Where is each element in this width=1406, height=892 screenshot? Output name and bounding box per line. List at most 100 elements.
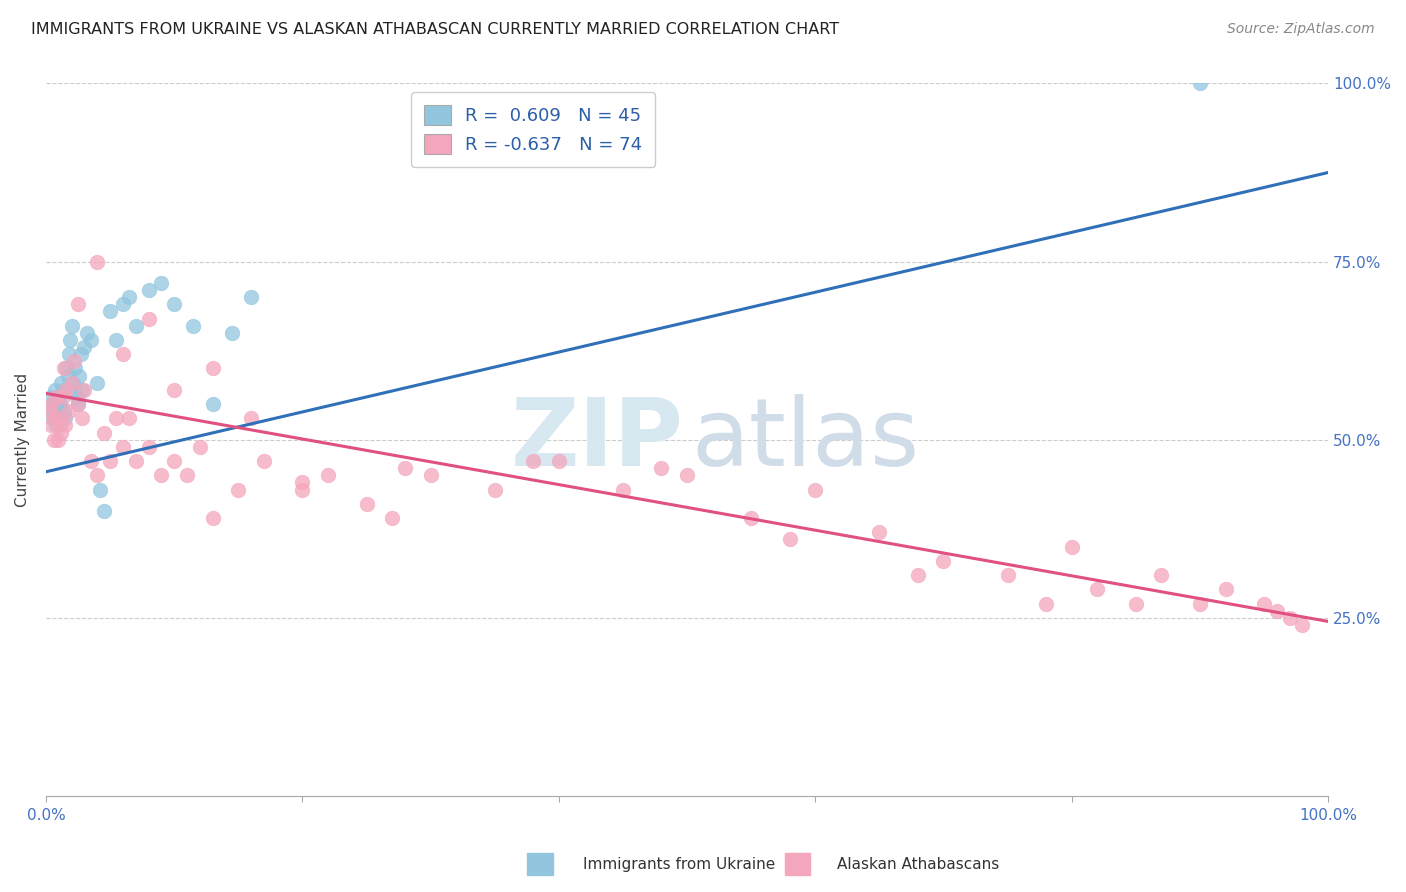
Point: [111, 297, 134, 311]
Point: [63, 354, 86, 368]
Point: [67, 368, 90, 383]
Point: [291, 475, 314, 490]
Point: [118, 411, 141, 425]
Point: [1278, 611, 1301, 625]
Point: [1291, 618, 1313, 632]
Point: [522, 454, 544, 468]
Point: [1125, 597, 1147, 611]
Point: [125, 318, 148, 333]
Point: [150, 468, 173, 483]
Point: [51, 376, 73, 390]
Text: Immigrants from Ukraine: Immigrants from Ukraine: [583, 857, 776, 872]
Point: [868, 525, 890, 540]
Point: [66, 390, 89, 404]
Point: [65, 361, 87, 376]
Text: atlas: atlas: [690, 393, 920, 486]
Point: [58, 404, 80, 418]
Point: [93, 504, 115, 518]
Point: [58, 347, 80, 361]
Point: [48, 411, 70, 425]
Point: [650, 461, 672, 475]
Point: [70, 383, 93, 397]
Point: [49, 397, 72, 411]
Point: [183, 318, 205, 333]
Point: [63, 383, 86, 397]
Point: [138, 283, 160, 297]
Point: [356, 497, 378, 511]
Point: [176, 468, 198, 483]
Point: [547, 454, 569, 468]
Point: [163, 383, 186, 397]
Point: [48, 390, 70, 404]
Point: [163, 454, 186, 468]
Point: [41, 397, 63, 411]
Point: [1265, 604, 1288, 618]
Text: Alaskan Athabascans: Alaskan Athabascans: [837, 857, 998, 872]
Point: [419, 468, 441, 483]
Point: [1215, 582, 1237, 597]
Point: [226, 483, 249, 497]
Point: [394, 461, 416, 475]
Point: [70, 411, 93, 425]
Text: Source: ZipAtlas.com: Source: ZipAtlas.com: [1227, 22, 1375, 37]
Point: [612, 483, 634, 497]
Point: [45, 418, 67, 433]
Point: [105, 333, 128, 347]
Point: [150, 276, 173, 290]
Point: [105, 411, 128, 425]
Y-axis label: Currently Married: Currently Married: [15, 373, 30, 507]
Point: [125, 454, 148, 468]
Point: [62, 376, 84, 390]
Point: [997, 568, 1019, 582]
Point: [1188, 77, 1211, 91]
Point: [80, 333, 103, 347]
Point: [1253, 597, 1275, 611]
Point: [66, 397, 89, 411]
Point: [163, 297, 186, 311]
Point: [38, 404, 60, 418]
Point: [676, 468, 699, 483]
Point: [52, 404, 75, 418]
Point: [69, 347, 91, 361]
Point: [138, 311, 160, 326]
Point: [240, 411, 263, 425]
Point: [66, 397, 89, 411]
Point: [49, 418, 72, 433]
Point: [89, 483, 111, 497]
Point: [1150, 568, 1173, 582]
Point: [201, 361, 224, 376]
Point: [1188, 597, 1211, 611]
Point: [932, 554, 955, 568]
Point: [221, 326, 243, 340]
Point: [38, 404, 60, 418]
Point: [39, 418, 62, 433]
Point: [86, 468, 108, 483]
Point: [66, 297, 89, 311]
Point: [53, 411, 76, 425]
Point: [907, 568, 929, 582]
Point: [779, 533, 801, 547]
Point: [740, 511, 762, 525]
Point: [86, 376, 108, 390]
Point: [484, 483, 506, 497]
Point: [52, 383, 75, 397]
Point: [46, 404, 69, 418]
Point: [41, 411, 63, 425]
Point: [52, 361, 75, 376]
Point: [201, 511, 224, 525]
Point: [253, 454, 276, 468]
Point: [45, 390, 67, 404]
Point: [44, 383, 66, 397]
Point: [44, 411, 66, 425]
Point: [381, 511, 404, 525]
Point: [76, 326, 98, 340]
Legend: R =  0.609   N = 45, R = -0.637   N = 74: R = 0.609 N = 45, R = -0.637 N = 74: [411, 93, 655, 167]
Text: ZIP: ZIP: [510, 393, 683, 486]
Text: IMMIGRANTS FROM UKRAINE VS ALASKAN ATHABASCAN CURRENTLY MARRIED CORRELATION CHAR: IMMIGRANTS FROM UKRAINE VS ALASKAN ATHAB…: [31, 22, 839, 37]
Point: [86, 254, 108, 268]
Point: [98, 454, 121, 468]
Point: [60, 318, 83, 333]
Point: [201, 397, 224, 411]
Point: [1060, 540, 1083, 554]
Point: [111, 440, 134, 454]
